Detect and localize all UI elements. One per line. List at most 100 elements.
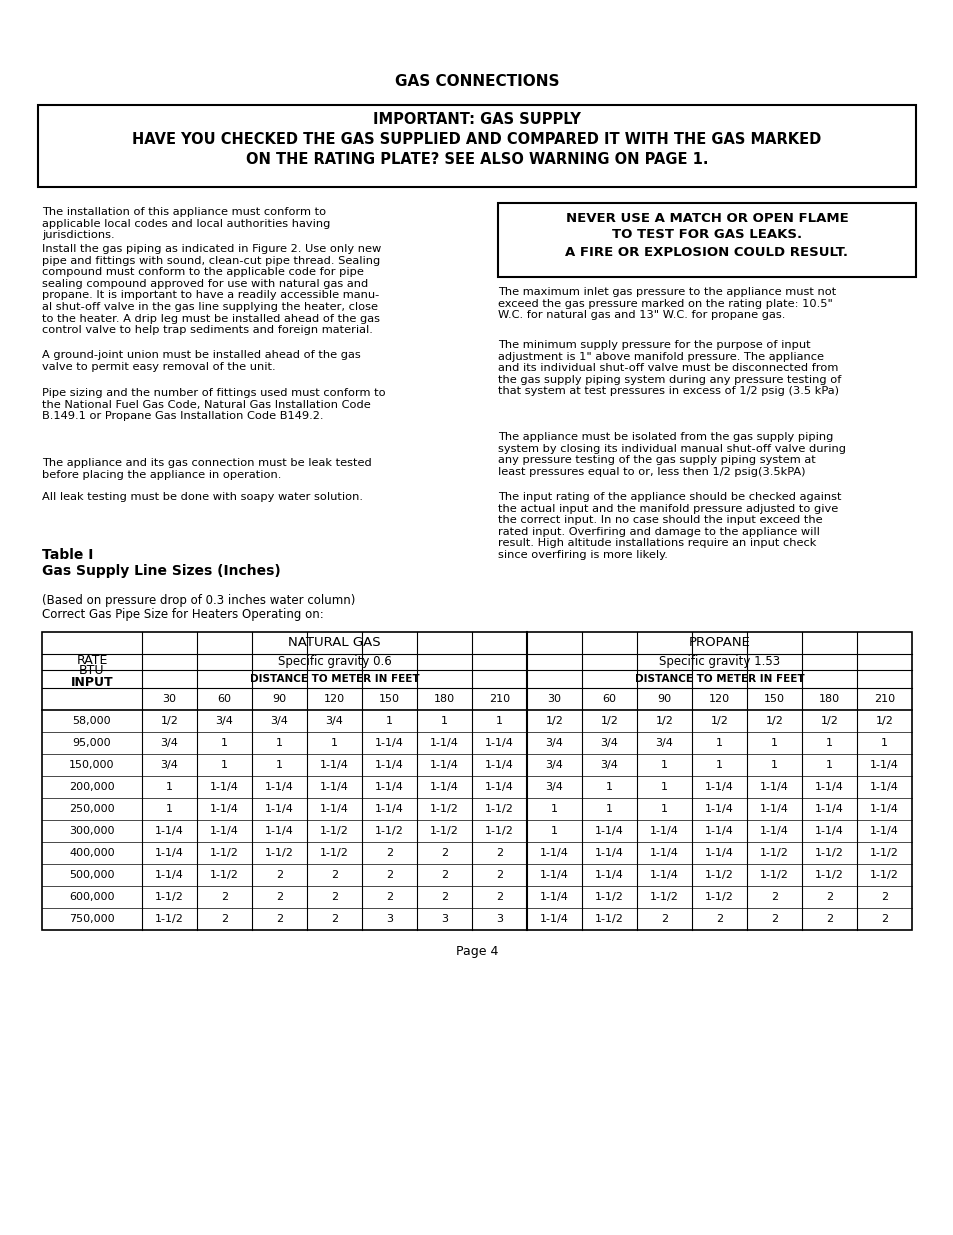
Text: 58,000: 58,000	[72, 716, 112, 726]
Text: 3: 3	[496, 914, 502, 924]
Text: 1: 1	[716, 739, 722, 748]
Text: 180: 180	[434, 694, 455, 704]
Text: 210: 210	[489, 694, 510, 704]
Text: INPUT: INPUT	[71, 676, 113, 688]
Text: 1-1/2: 1-1/2	[484, 804, 514, 814]
Text: 1/2: 1/2	[545, 716, 563, 726]
Text: 600,000: 600,000	[70, 892, 114, 902]
FancyBboxPatch shape	[42, 632, 911, 930]
Text: 1-1/4: 1-1/4	[210, 826, 238, 836]
Text: 1-1/4: 1-1/4	[375, 760, 403, 769]
Text: 1-1/4: 1-1/4	[265, 782, 294, 792]
Text: 2: 2	[715, 914, 722, 924]
Text: 1-1/4: 1-1/4	[375, 739, 403, 748]
Text: 1-1/2: 1-1/2	[649, 892, 679, 902]
Text: 2: 2	[440, 848, 448, 858]
Text: 1-1/4: 1-1/4	[319, 760, 349, 769]
Text: 3/4: 3/4	[215, 716, 233, 726]
Text: 1: 1	[825, 760, 832, 769]
Text: The maximum inlet gas pressure to the appliance must not
exceed the gas pressure: The maximum inlet gas pressure to the ap…	[497, 287, 836, 320]
Text: 2: 2	[331, 869, 337, 881]
Text: 1-1/2: 1-1/2	[869, 869, 898, 881]
Text: Pipe sizing and the number of fittings used must conform to
the National Fuel Ga: Pipe sizing and the number of fittings u…	[42, 388, 385, 421]
Text: 1-1/2: 1-1/2	[595, 914, 623, 924]
Text: 1-1/4: 1-1/4	[704, 782, 733, 792]
Text: 1-1/4: 1-1/4	[814, 826, 843, 836]
Text: The input rating of the appliance should be checked against
the actual input and: The input rating of the appliance should…	[497, 492, 841, 559]
Text: 2: 2	[496, 892, 502, 902]
Text: 2: 2	[221, 914, 228, 924]
Text: 1-1/2: 1-1/2	[595, 892, 623, 902]
Text: 150,000: 150,000	[70, 760, 114, 769]
Text: 1-1/2: 1-1/2	[814, 869, 843, 881]
Text: DISTANCE TO METER IN FEET: DISTANCE TO METER IN FEET	[250, 674, 419, 684]
Text: 2: 2	[221, 892, 228, 902]
Text: 200,000: 200,000	[70, 782, 114, 792]
Text: 1: 1	[551, 826, 558, 836]
Text: 1-1/2: 1-1/2	[760, 848, 788, 858]
Text: 1-1/4: 1-1/4	[704, 848, 733, 858]
Text: Gas Supply Line Sizes (Inches): Gas Supply Line Sizes (Inches)	[42, 564, 280, 578]
Text: 1: 1	[331, 739, 337, 748]
Text: The appliance must be isolated from the gas supply piping
system by closing its : The appliance must be isolated from the …	[497, 432, 845, 477]
Text: 95,000: 95,000	[72, 739, 112, 748]
Text: NEVER USE A MATCH OR OPEN FLAME: NEVER USE A MATCH OR OPEN FLAME	[565, 211, 847, 225]
Text: 1-1/4: 1-1/4	[430, 782, 458, 792]
Text: 1-1/4: 1-1/4	[869, 804, 898, 814]
Text: PROPANE: PROPANE	[688, 636, 750, 650]
Text: 2: 2	[880, 914, 887, 924]
Text: 1: 1	[660, 760, 667, 769]
Text: 210: 210	[873, 694, 894, 704]
Text: 1-1/4: 1-1/4	[375, 782, 403, 792]
Text: 1: 1	[660, 804, 667, 814]
Text: 3/4: 3/4	[545, 739, 563, 748]
Text: 1: 1	[880, 739, 887, 748]
Text: 60: 60	[217, 694, 232, 704]
Text: 1-1/2: 1-1/2	[430, 826, 458, 836]
Text: 400,000: 400,000	[70, 848, 114, 858]
Text: 1-1/4: 1-1/4	[539, 914, 568, 924]
Text: 1-1/4: 1-1/4	[814, 804, 843, 814]
Text: 2: 2	[440, 869, 448, 881]
Text: Install the gas piping as indicated in Figure 2. Use only new
pipe and fittings : Install the gas piping as indicated in F…	[42, 245, 381, 335]
Text: 2: 2	[275, 914, 283, 924]
Text: The minimum supply pressure for the purpose of input
adjustment is 1" above mani: The minimum supply pressure for the purp…	[497, 340, 841, 396]
Text: 1: 1	[440, 716, 448, 726]
Text: 1-1/4: 1-1/4	[595, 826, 623, 836]
Text: 1-1/2: 1-1/2	[869, 848, 898, 858]
Text: 180: 180	[818, 694, 840, 704]
Text: 1/2: 1/2	[764, 716, 782, 726]
Text: 1-1/4: 1-1/4	[649, 869, 679, 881]
Text: 1-1/4: 1-1/4	[430, 760, 458, 769]
Text: 1/2: 1/2	[160, 716, 178, 726]
Text: 1/2: 1/2	[710, 716, 728, 726]
Text: 1-1/2: 1-1/2	[375, 826, 403, 836]
Text: 1-1/2: 1-1/2	[704, 892, 733, 902]
Text: 1-1/4: 1-1/4	[649, 826, 679, 836]
Text: 3/4: 3/4	[600, 760, 618, 769]
Text: 1-1/2: 1-1/2	[319, 848, 349, 858]
Text: 2: 2	[825, 892, 832, 902]
Text: 120: 120	[708, 694, 729, 704]
Text: IMPORTANT: GAS SUPPLY: IMPORTANT: GAS SUPPLY	[373, 112, 580, 127]
Text: 1-1/2: 1-1/2	[430, 804, 458, 814]
Text: The appliance and its gas connection must be leak tested
before placing the appl: The appliance and its gas connection mus…	[42, 458, 372, 479]
Text: 1: 1	[275, 760, 283, 769]
Text: 2: 2	[331, 914, 337, 924]
Text: 2: 2	[880, 892, 887, 902]
Text: 1: 1	[275, 739, 283, 748]
Text: Table I: Table I	[42, 548, 93, 562]
Text: 3/4: 3/4	[271, 716, 288, 726]
Text: 3/4: 3/4	[160, 739, 178, 748]
Text: 1/2: 1/2	[875, 716, 893, 726]
Text: 1: 1	[166, 782, 172, 792]
Text: TO TEST FOR GAS LEAKS.: TO TEST FOR GAS LEAKS.	[611, 228, 801, 242]
Text: 1-1/2: 1-1/2	[155, 892, 184, 902]
Text: 1-1/2: 1-1/2	[484, 826, 514, 836]
Text: 30: 30	[162, 694, 176, 704]
Text: 1-1/4: 1-1/4	[155, 869, 184, 881]
Text: NATURAL GAS: NATURAL GAS	[288, 636, 380, 650]
Text: 1: 1	[716, 760, 722, 769]
Text: 500,000: 500,000	[70, 869, 114, 881]
Text: 3/4: 3/4	[545, 782, 563, 792]
